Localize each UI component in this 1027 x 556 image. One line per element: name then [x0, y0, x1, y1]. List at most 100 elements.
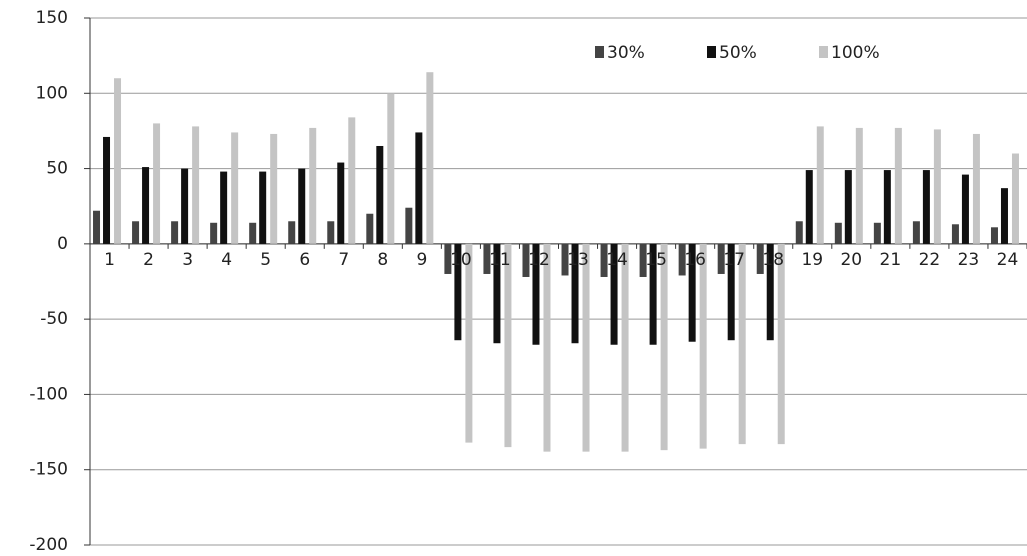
legend-label: 100%	[831, 43, 880, 63]
y-tick-label: 150	[36, 8, 68, 28]
bar	[883, 170, 891, 244]
bar	[171, 221, 179, 244]
bar	[532, 243, 540, 345]
bar	[727, 243, 735, 341]
bar	[766, 243, 774, 341]
x-tick-label: 17	[723, 250, 745, 270]
y-tick-label: -50	[40, 309, 68, 329]
bar	[951, 224, 959, 244]
bar	[465, 243, 473, 443]
bar	[961, 174, 969, 244]
x-tick-label: 9	[416, 250, 427, 270]
bar	[600, 243, 608, 277]
x-tick-label: 24	[997, 250, 1019, 270]
y-tick-label: -200	[29, 535, 68, 555]
bar	[571, 243, 579, 344]
bar	[649, 243, 657, 345]
y-tick-label: 100	[36, 83, 68, 103]
bar	[795, 221, 803, 244]
x-tick-label: 14	[606, 250, 628, 270]
bar	[327, 221, 335, 244]
legend-label: 30%	[607, 43, 645, 63]
bar	[816, 126, 824, 244]
bar	[678, 243, 686, 276]
bar	[639, 243, 647, 277]
bar	[1011, 153, 1019, 244]
bar	[522, 243, 530, 277]
bar	[114, 78, 122, 244]
bar	[454, 243, 462, 341]
x-tick-label: 22	[919, 250, 941, 270]
bar	[756, 243, 764, 274]
bar	[493, 243, 501, 344]
y-tick-label: -150	[29, 460, 68, 480]
legend-label: 50%	[719, 43, 757, 63]
bar	[426, 72, 434, 244]
bar	[717, 243, 725, 274]
x-tick-label: 23	[958, 250, 980, 270]
bar	[990, 227, 998, 244]
x-tick-label: 1	[104, 250, 115, 270]
x-tick-label: 16	[684, 250, 706, 270]
x-tick-label: 6	[299, 250, 310, 270]
bar	[192, 126, 200, 244]
x-tick-label: 3	[182, 250, 193, 270]
bar	[231, 132, 239, 244]
bar	[834, 222, 842, 244]
bar	[933, 129, 941, 244]
bar	[844, 170, 852, 244]
x-tick-label: 13	[567, 250, 589, 270]
x-tick-label: 8	[377, 250, 388, 270]
bar	[738, 243, 746, 445]
x-tick-label: 19	[801, 250, 823, 270]
bar	[387, 93, 395, 244]
bar	[153, 123, 161, 244]
bar	[873, 222, 881, 244]
bar	[561, 243, 569, 276]
bar	[288, 221, 296, 244]
x-tick-label: 4	[221, 250, 232, 270]
x-tick-label: 15	[645, 250, 667, 270]
bar	[337, 162, 345, 244]
bar	[912, 221, 920, 244]
y-tick-label: -100	[29, 384, 68, 404]
y-tick-label: 50	[46, 159, 68, 179]
bar	[93, 210, 101, 244]
bar	[249, 222, 257, 244]
legend-swatch	[595, 46, 604, 58]
bar	[210, 222, 218, 244]
x-tick-label: 21	[880, 250, 902, 270]
bar	[298, 168, 306, 244]
bar	[259, 171, 267, 244]
bar	[181, 168, 189, 244]
x-tick-label: 7	[338, 250, 349, 270]
bar	[610, 243, 618, 345]
bar	[348, 117, 356, 244]
x-tick-label: 2	[143, 250, 154, 270]
bar	[582, 243, 590, 452]
legend-swatch	[819, 46, 828, 58]
bar	[483, 243, 491, 274]
x-tick-label: 10	[450, 250, 472, 270]
bar	[972, 133, 980, 244]
bar	[142, 167, 150, 244]
bar	[309, 127, 317, 244]
bar	[894, 127, 902, 244]
bar	[621, 243, 629, 452]
bar	[855, 127, 863, 244]
x-tick-label: 18	[762, 250, 784, 270]
legend-swatch	[707, 46, 716, 58]
bar	[805, 170, 813, 244]
bar	[543, 243, 551, 452]
x-tick-label: 12	[528, 250, 550, 270]
bar	[220, 171, 228, 244]
bar	[660, 243, 668, 451]
bar	[699, 243, 707, 449]
x-tick-label: 11	[489, 250, 511, 270]
x-tick-label: 20	[840, 250, 862, 270]
bar	[688, 243, 696, 342]
bar	[922, 170, 930, 244]
bar	[1000, 188, 1008, 244]
bar	[444, 243, 452, 274]
